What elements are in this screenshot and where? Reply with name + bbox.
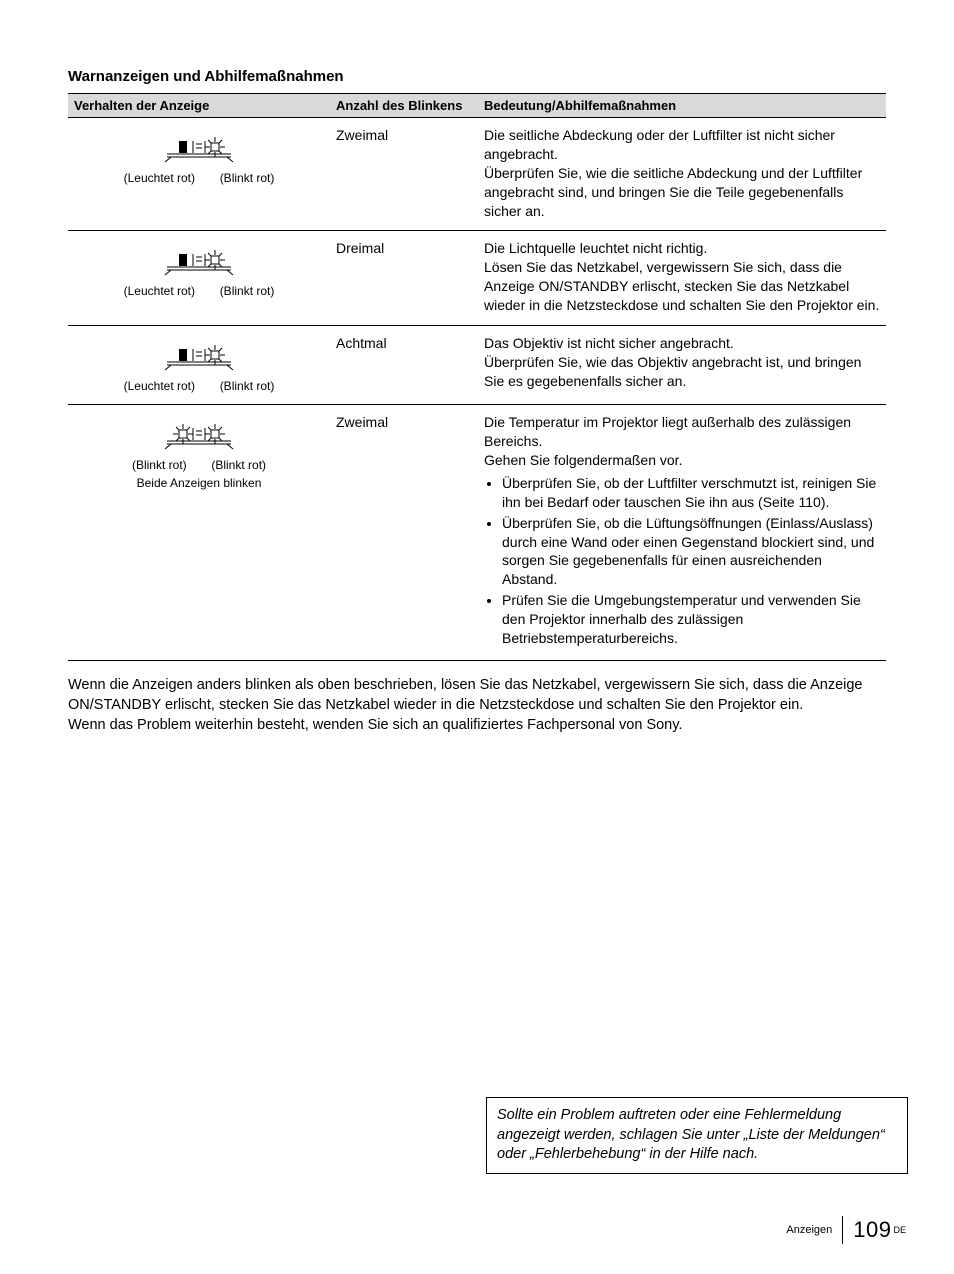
header-count: Anzahl des Blinkens — [330, 94, 478, 118]
footer-page-number: 109 — [853, 1217, 891, 1243]
cell-behavior: (Blinkt rot) (Blinkt rot) Beide Anzeigen… — [68, 405, 330, 661]
meaning-text: Die seitliche Abdeckung oder der Luftfil… — [484, 126, 880, 220]
projector-indicator-icon — [74, 239, 324, 279]
bullet-item: Überprüfen Sie, ob die Lüftungsöffnungen… — [502, 514, 880, 590]
label-right: (Blinkt rot) — [220, 170, 275, 186]
indicator-subline: Beide Anzeigen blinken — [74, 475, 324, 491]
label-right: (Blinkt rot) — [220, 283, 275, 299]
label-left: (Leuchtet rot) — [124, 283, 195, 299]
cell-meaning: Die seitliche Abdeckung oder der Luftfil… — [478, 118, 886, 231]
cell-meaning: Das Objektiv ist nicht sicher angebracht… — [478, 326, 886, 405]
projector-indicator-icon — [74, 126, 324, 166]
cell-behavior: (Leuchtet rot) (Blinkt rot) — [68, 231, 330, 326]
meaning-text: Das Objektiv ist nicht sicher angebracht… — [484, 334, 880, 391]
bullet-item: Prüfen Sie die Umgebungstemperatur und v… — [502, 591, 880, 648]
cell-meaning: Die Lichtquelle leuchtet nicht richtig. … — [478, 231, 886, 326]
indicator-labels: (Leuchtet rot) (Blinkt rot) — [74, 283, 324, 299]
footer-lang: DE — [893, 1225, 906, 1235]
header-meaning: Bedeutung/Abhilfemaßnahmen — [478, 94, 886, 118]
table-row: (Leuchtet rot) (Blinkt rot) DreimalDie L… — [68, 231, 886, 326]
label-right: (Blinkt rot) — [211, 457, 266, 473]
indicator-labels: (Leuchtet rot) (Blinkt rot) — [74, 378, 324, 394]
cell-count: Zweimal — [330, 118, 478, 231]
meaning-bullets: Überprüfen Sie, ob der Luftfilter versch… — [484, 474, 880, 648]
warning-table: Verhalten der Anzeige Anzahl des Blinken… — [68, 93, 886, 661]
footer-label: Anzeigen — [786, 1224, 842, 1236]
label-left: (Blinkt rot) — [132, 457, 187, 473]
section-title: Warnanzeigen und Abhilfemaßnahmen — [68, 68, 886, 85]
body-text: Wenn die Anzeigen anders blinken als obe… — [68, 675, 886, 736]
table-header-row: Verhalten der Anzeige Anzahl des Blinken… — [68, 94, 886, 118]
meaning-text: Die Lichtquelle leuchtet nicht richtig. … — [484, 239, 880, 315]
table-row: (Leuchtet rot) (Blinkt rot) ZweimalDie s… — [68, 118, 886, 231]
label-right: (Blinkt rot) — [220, 378, 275, 394]
cell-count: Achtmal — [330, 326, 478, 405]
page-footer: Anzeigen 109 DE — [786, 1216, 906, 1244]
body-paragraph: Wenn die Anzeigen anders blinken als obe… — [68, 675, 886, 716]
footer-separator — [842, 1216, 843, 1244]
cell-behavior: (Leuchtet rot) (Blinkt rot) — [68, 118, 330, 231]
table-row: (Blinkt rot) (Blinkt rot) Beide Anzeigen… — [68, 405, 886, 661]
header-behavior: Verhalten der Anzeige — [68, 94, 330, 118]
cell-count: Zweimal — [330, 405, 478, 661]
projector-indicator-icon — [74, 334, 324, 374]
cell-behavior: (Leuchtet rot) (Blinkt rot) — [68, 326, 330, 405]
indicator-labels: (Blinkt rot) (Blinkt rot) — [74, 457, 324, 473]
bullet-item: Überprüfen Sie, ob der Luftfilter versch… — [502, 474, 880, 512]
cell-meaning: Die Temperatur im Projektor liegt außerh… — [478, 405, 886, 661]
body-paragraph: Wenn das Problem weiterhin besteht, wend… — [68, 715, 886, 735]
indicator-labels: (Leuchtet rot) (Blinkt rot) — [74, 170, 324, 186]
label-left: (Leuchtet rot) — [124, 170, 195, 186]
hint-box: Sollte ein Problem auftreten oder eine F… — [486, 1097, 908, 1174]
table-row: (Leuchtet rot) (Blinkt rot) AchtmalDas O… — [68, 326, 886, 405]
label-left: (Leuchtet rot) — [124, 378, 195, 394]
cell-count: Dreimal — [330, 231, 478, 326]
projector-indicator-icon — [74, 413, 324, 453]
page: Warnanzeigen und Abhilfemaßnahmen Verhal… — [0, 0, 954, 1274]
meaning-lead: Die Temperatur im Projektor liegt außerh… — [484, 413, 880, 470]
